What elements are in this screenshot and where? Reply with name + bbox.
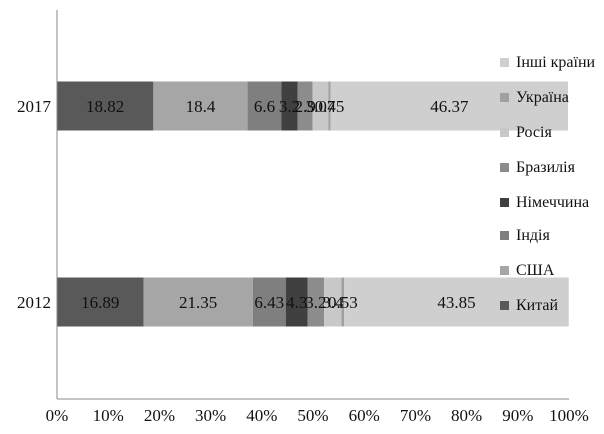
data-label: 16.89 (81, 293, 119, 312)
legend-item: Індія (500, 225, 604, 246)
bar-segment (143, 277, 253, 327)
data-label: 4.3 (286, 293, 307, 312)
category-label: 2012 (17, 293, 51, 312)
legend-item: Бразилія (500, 157, 604, 178)
bar-segment (57, 81, 154, 131)
data-label: 43.85 (437, 293, 475, 312)
x-tick-label: 90% (502, 406, 533, 425)
x-tick-label: 100% (549, 406, 589, 425)
legend-swatch (500, 266, 509, 275)
data-label: 3.2 (279, 97, 300, 116)
x-tick-label: 30% (195, 406, 226, 425)
x-tick-label: 40% (246, 406, 277, 425)
legend-swatch (500, 301, 509, 310)
legend-swatch (500, 231, 509, 240)
category-label: 2017 (17, 97, 52, 116)
data-label: 2.9 (295, 97, 316, 116)
data-label: 18.82 (86, 97, 124, 116)
legend-item: США (500, 260, 604, 281)
bar-segment (247, 81, 282, 131)
legend-swatch (500, 93, 509, 102)
legend-item: Німеччина (500, 192, 604, 213)
legend-item: Росія (500, 122, 604, 143)
bar-segment (297, 81, 313, 131)
legend-label: Німеччина (516, 194, 590, 211)
bar-segment (341, 277, 345, 327)
legend-label: Бразилія (516, 159, 575, 176)
bar-segment (330, 81, 569, 131)
axes-group: 2017 2012 0% 10% 20% 30% 40% 50% 60% 70% 80% 90% 100… (17, 10, 589, 425)
legend-label: Китай (516, 297, 559, 314)
bar-segment (281, 81, 298, 131)
bar-segment (285, 277, 308, 327)
legend-item: Інші країни (500, 52, 604, 73)
x-tick-label: 20% (144, 406, 175, 425)
bar-segment (307, 277, 325, 327)
x-tick-label: 0% (46, 406, 69, 425)
legend: Інші країни Україна Росія Бразилія Німеччина… (500, 52, 604, 316)
legend-label: США (516, 262, 555, 279)
data-label: 0.45 (315, 97, 345, 116)
data-label: 18.4 (186, 97, 216, 116)
bar-segment (344, 277, 569, 327)
legend-swatch (500, 198, 509, 207)
legend-label: Індія (516, 227, 550, 244)
data-label: 6.43 (254, 293, 284, 312)
data-label: 3.2 (305, 293, 326, 312)
legend-item: Китай (500, 295, 604, 316)
x-tick-label: 60% (349, 406, 380, 425)
bar-segment (57, 277, 144, 327)
bar-segment (153, 81, 248, 131)
x-tick-label: 70% (400, 406, 431, 425)
legend-label: Україна (516, 89, 569, 106)
legend-item: Україна (500, 87, 604, 108)
bar-segment (324, 277, 342, 327)
legend-label: Росія (516, 124, 552, 141)
data-label: 3.07 (306, 97, 336, 116)
legend-swatch (500, 128, 509, 137)
data-label: 21.35 (179, 293, 217, 312)
x-tick-label: 80% (451, 406, 482, 425)
data-label: 6.6 (254, 97, 275, 116)
x-tick-label: 50% (297, 406, 328, 425)
legend-swatch (500, 163, 509, 172)
legend-swatch (500, 58, 509, 67)
legend-label: Інші країни (516, 54, 596, 71)
bar-segment (312, 81, 329, 131)
data-label: 46.37 (430, 97, 469, 116)
bar-segment (328, 81, 331, 131)
x-tick-label: 10% (93, 406, 124, 425)
bar-segment (252, 277, 286, 327)
data-label: 3.4 (322, 293, 344, 312)
data-label: 0.53 (328, 293, 358, 312)
